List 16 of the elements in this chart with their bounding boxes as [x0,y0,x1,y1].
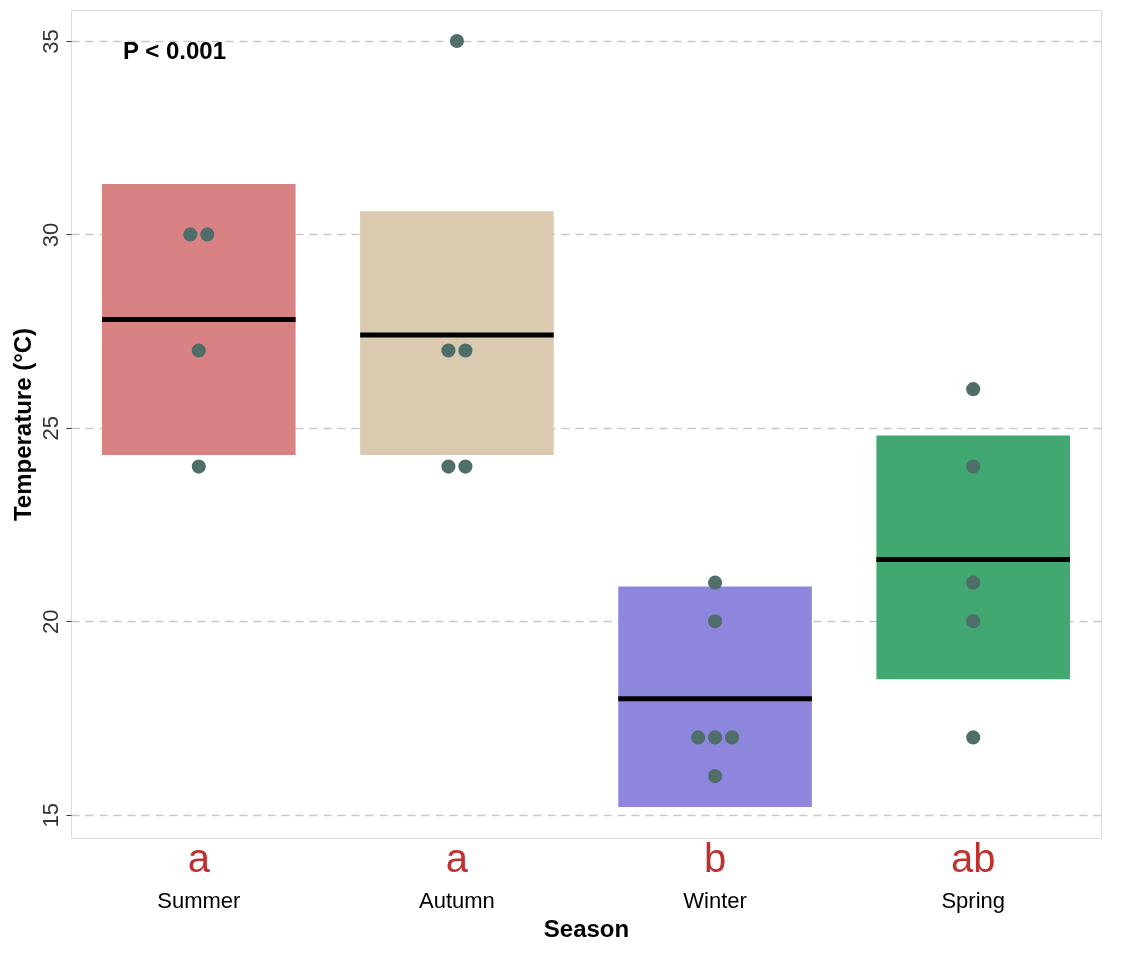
annotation: a [187,836,211,880]
annotation: ab [950,836,996,880]
annotation: P < 0.001 [123,37,226,64]
x-axis-title: Season [543,914,630,942]
y-tick-label: 30 [37,222,63,248]
annotation: b [703,836,727,880]
annotation: a [445,836,469,880]
y-tick-label: 20 [37,609,63,635]
y-tick-label: 35 [37,29,63,54]
x-tick-label: Spring [941,887,1006,913]
y-axis-title: Temperature (°C) [8,327,36,522]
x-tick-label: Summer [157,887,241,913]
x-tick-label: Winter [683,887,747,913]
y-tick-label: 25 [37,416,63,441]
y-tick-label: 15 [37,803,63,828]
x-tick-label: Autumn [419,887,495,913]
